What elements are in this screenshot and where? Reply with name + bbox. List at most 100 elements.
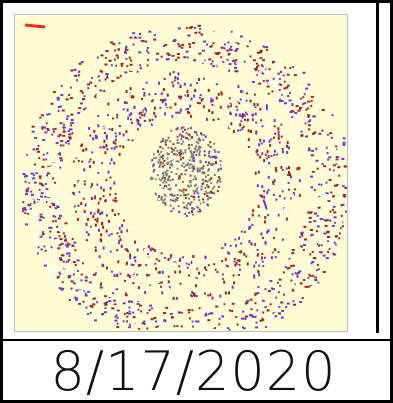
seal-ink-dot	[161, 147, 164, 150]
seal-ink-dot	[125, 57, 128, 60]
seal-ink-dot	[292, 170, 295, 174]
seal-ink-dot	[149, 178, 152, 180]
seal-ink-dot	[198, 52, 202, 55]
seal-ink-dot	[185, 50, 189, 53]
seal-ink-dot	[273, 179, 276, 183]
seal-ink-dot	[131, 34, 135, 37]
seal-ink-dot	[185, 214, 188, 217]
seal-ink-dot	[150, 161, 153, 164]
seal-ink-dot	[126, 34, 130, 37]
seal-ink-dot	[261, 260, 264, 263]
seal-ink-dot	[102, 146, 105, 149]
seal-ink-dot	[97, 124, 100, 128]
seal-ink-dot	[164, 171, 167, 173]
seal-ink-dot	[84, 294, 88, 297]
seal-ink-dot	[23, 207, 27, 210]
seal-ink-dot	[62, 144, 65, 147]
seal-ink-dot	[193, 198, 196, 201]
seal-ink-dot	[192, 292, 195, 296]
seal-ink-dot	[55, 270, 58, 272]
seal-ink-dot	[118, 226, 121, 230]
date-area: 8/17/2020	[3, 341, 390, 400]
seal-ink-dot	[89, 311, 92, 314]
seal-ink-dot	[199, 159, 202, 162]
seal-ink-dot	[81, 262, 84, 265]
seal-ink-dot	[116, 316, 119, 319]
seal-ink-dot	[157, 160, 160, 163]
seal-ink-dot	[307, 276, 310, 279]
seal-ink-dot	[287, 222, 289, 225]
seal-ink-dot	[327, 158, 330, 161]
seal-ink-dot	[180, 173, 183, 176]
seal-ink-dot	[293, 303, 296, 306]
seal-ink-dot	[79, 79, 83, 82]
seal-ink-dot	[52, 130, 55, 133]
seal-ink-dot	[66, 130, 70, 133]
seal-ink-dot	[302, 110, 305, 113]
seal-ink-dot	[336, 170, 339, 173]
seal-ink-dot	[163, 185, 166, 187]
seal-ink-dot	[220, 46, 224, 49]
seal-ink-dot	[271, 288, 275, 290]
seal-ink-dot	[285, 288, 287, 291]
seal-ink-dot	[180, 77, 183, 81]
seal-ink-dot	[174, 314, 178, 317]
seal-ink-dot	[95, 91, 98, 94]
seal-ink-dot	[160, 55, 163, 58]
seal-ink-dot	[312, 116, 316, 119]
seal-ink-dot	[97, 142, 100, 145]
seal-ink-dot	[70, 119, 74, 121]
seal-ink-dot	[335, 162, 338, 165]
seal-ink-dot	[235, 261, 238, 265]
seal-ink-dot	[82, 300, 85, 303]
seal-ink-dot	[54, 184, 57, 187]
seal-ink-dot	[162, 137, 164, 140]
seal-ink-dot	[70, 113, 74, 116]
seal-ink-dot	[240, 242, 243, 245]
seal-ink-dot	[340, 173, 343, 176]
seal-ink-dot	[36, 129, 39, 132]
seal-ink-dot	[180, 325, 183, 328]
seal-ink-dot	[162, 187, 165, 190]
seal-ink-dot	[325, 115, 329, 117]
seal-ink-dot	[171, 164, 174, 167]
seal-ink-dot	[117, 213, 120, 216]
seal-ink-dot	[24, 208, 27, 211]
seal-ink-dot	[178, 189, 181, 192]
seal-ink-dot	[208, 150, 211, 153]
seal-ink-dot	[78, 62, 82, 65]
seal-ink-dot	[83, 180, 86, 183]
seal-ink-dot	[44, 114, 47, 117]
seal-ink-dot	[199, 27, 202, 30]
seal-ink-dot	[323, 218, 326, 221]
seal-ink-dot	[295, 192, 297, 196]
seal-ink-dot	[296, 273, 299, 276]
seal-ink-dot	[215, 169, 218, 172]
seal-ink-dot	[275, 158, 278, 161]
seal-ink-dot	[194, 320, 197, 323]
seal-ink-dot	[163, 312, 166, 314]
seal-ink-dot	[293, 291, 297, 294]
seal-ink-dot	[240, 120, 243, 123]
seal-ink-dot	[328, 168, 331, 171]
seal-ink-dot	[109, 193, 112, 196]
seal-ink-dot	[162, 103, 165, 105]
seal-ink-dot	[299, 282, 303, 285]
seal-ink-dot	[192, 156, 195, 159]
seal-ink-dot	[335, 158, 339, 161]
seal-ink-dot	[172, 40, 176, 42]
seal-ink-dot	[205, 89, 207, 93]
seal-ink-dot	[184, 169, 187, 172]
seal-ink-dot	[217, 118, 220, 121]
seal-ink-dot	[46, 152, 49, 155]
seal-ink-dot	[293, 284, 296, 287]
seal-ink-dot	[111, 307, 115, 310]
seal-ink-dot	[165, 174, 168, 177]
seal-ink-dot	[161, 325, 164, 327]
seal-ink-dot	[280, 187, 283, 190]
seal-ink-dot	[22, 210, 25, 213]
seal-ink-dot	[177, 160, 180, 163]
seal-ink-dot	[269, 238, 272, 242]
seal-ink-dot	[198, 78, 200, 81]
